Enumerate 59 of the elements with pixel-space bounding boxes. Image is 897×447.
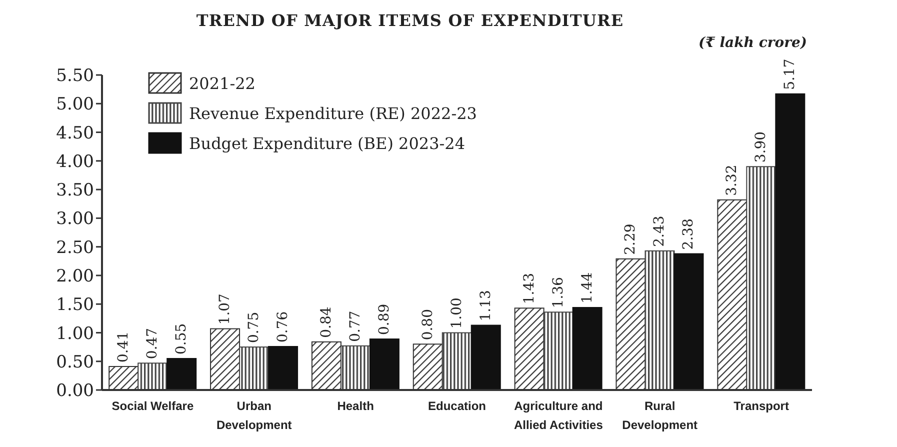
bar <box>775 93 806 390</box>
bar <box>166 358 197 390</box>
data-label: 1.44 <box>579 272 596 304</box>
data-label: 0.41 <box>116 331 132 363</box>
data-label: 1.43 <box>521 272 538 304</box>
data-label: 5.17 <box>782 58 798 90</box>
legend-label: Revenue Expenditure (RE) 2022-23 <box>189 104 477 122</box>
y-tick-label: 2.50 <box>56 238 94 258</box>
bar <box>746 166 776 390</box>
x-tick-label: Education <box>428 399 486 413</box>
x-tick-label: Agriculture and Allied Activities <box>514 399 604 432</box>
bar <box>674 253 704 390</box>
x-tick-label: Rural Development <box>622 399 698 432</box>
data-label: 3.90 <box>753 131 770 163</box>
y-tick-label: 1.50 <box>56 295 94 316</box>
bar <box>644 250 675 390</box>
y-tick-label: 1.00 <box>56 324 94 344</box>
y-tick-label: 5.00 <box>56 94 94 115</box>
y-tick-label: 0.00 <box>56 381 94 402</box>
legend-label: 2021-22 <box>189 74 256 92</box>
y-tick-label: 3.50 <box>56 180 94 201</box>
data-label: 1.36 <box>550 276 566 308</box>
data-label: 1.13 <box>478 290 494 322</box>
x-tick-label: Health <box>337 399 374 413</box>
data-label: 0.89 <box>376 304 392 336</box>
y-tick-label: 5.50 <box>56 66 94 86</box>
chart-subtitle: (₹ lakh crore) <box>698 35 807 51</box>
data-label: 0.77 <box>347 310 364 342</box>
data-label: 0.80 <box>420 309 436 340</box>
data-label: 2.38 <box>680 218 697 250</box>
data-label: 2.43 <box>652 216 668 247</box>
bar <box>268 346 298 390</box>
data-label: 1.07 <box>217 294 234 325</box>
bar <box>138 362 168 390</box>
data-label: 2.29 <box>622 224 639 255</box>
chart-title: TREND OF MAJOR ITEMS OF EXPENDITURE <box>195 11 625 30</box>
bar <box>470 324 501 390</box>
bar <box>543 312 574 390</box>
data-label: 0.75 <box>246 312 262 344</box>
y-tick-label: 4.00 <box>56 152 94 172</box>
x-tick-label: Social Welfare <box>112 399 194 413</box>
x-tick-label: Transport <box>734 399 789 413</box>
data-label: 0.84 <box>318 306 334 338</box>
bar <box>340 345 370 390</box>
y-tick-label: 3.00 <box>56 209 94 230</box>
data-label: 3.32 <box>724 164 740 196</box>
y-tick-label: 0.50 <box>56 352 94 372</box>
bar <box>239 346 270 390</box>
data-label: 0.55 <box>174 323 190 354</box>
data-label: 0.76 <box>275 311 292 342</box>
x-tick-label: Urban Development <box>216 399 292 432</box>
bar <box>442 332 472 390</box>
data-label: 1.00 <box>448 298 465 329</box>
legend-label: Budget Expenditure (BE) 2023-24 <box>189 134 466 152</box>
y-tick-label: 2.00 <box>56 266 94 286</box>
bar <box>572 307 602 390</box>
data-label: 0.47 <box>144 328 161 360</box>
y-tick-label: 4.50 <box>56 123 94 144</box>
bar <box>369 338 400 390</box>
